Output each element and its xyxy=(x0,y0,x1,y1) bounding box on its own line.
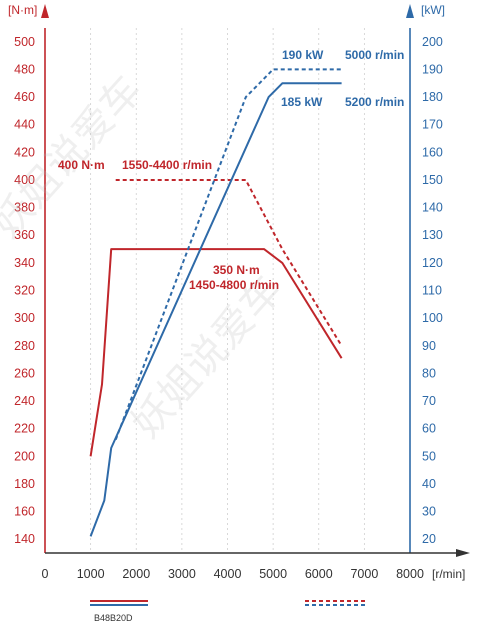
y-right-tick-label: 130 xyxy=(422,228,443,242)
y-left-tick-label: 240 xyxy=(14,394,35,408)
x-tick-label: 4000 xyxy=(214,567,242,581)
y-left-tick-label: 300 xyxy=(14,311,35,325)
y-right-tick-label: 60 xyxy=(422,422,436,436)
annotation-1550-4400: 1550-4400 r/min xyxy=(122,158,212,172)
x-tick-label: 3000 xyxy=(168,567,196,581)
y-right-tick-label: 140 xyxy=(422,201,443,215)
y-right-tick-label: 200 xyxy=(422,35,443,49)
y-right-tick-label: 160 xyxy=(422,145,443,159)
y-right-tick-label: 110 xyxy=(422,284,442,298)
watermark-text: 妖姐说爱车 xyxy=(123,267,291,446)
y-right-tick-label: 90 xyxy=(422,339,436,353)
y-right-tick-label: 40 xyxy=(422,477,436,491)
y-left-tick-label: 220 xyxy=(14,422,35,436)
x-tick-label: 6000 xyxy=(305,567,333,581)
y-right-tick-label: 50 xyxy=(422,449,436,463)
y-left-tick-label: 140 xyxy=(14,532,35,546)
y-left-tick-label: 460 xyxy=(14,90,35,104)
annotation-5200rpm: 5200 r/min xyxy=(345,95,404,109)
annotation-190kw: 190 kW xyxy=(282,48,324,62)
right-axis-unit: [kW] xyxy=(421,3,445,17)
x-axis-arrow xyxy=(456,549,470,557)
y-right-tick-label: 100 xyxy=(422,311,443,325)
y-right-tick-label: 120 xyxy=(422,256,443,270)
watermark: 妖姐说爱车 妖姐说爱车 xyxy=(0,67,291,446)
legend-label-solid: B48B20D xyxy=(94,613,133,623)
series xyxy=(89,68,343,537)
y-right-tick-label: 150 xyxy=(422,173,443,187)
y-left-tick-label: 500 xyxy=(14,35,35,49)
y-right-tick-label: 180 xyxy=(422,90,443,104)
series-line-right-dashed xyxy=(114,68,342,441)
x-tick-label: 0 xyxy=(42,567,49,581)
y-left-tick-label: 280 xyxy=(14,339,35,353)
annotation-1450-4800: 1450-4800 r/min xyxy=(189,278,279,292)
series-line-left-dashed xyxy=(115,179,343,347)
y-right-tick-label: 190 xyxy=(422,62,443,76)
annotation-400nm: 400 N·m xyxy=(58,158,105,172)
y-left-tick-label: 420 xyxy=(14,145,35,159)
y-left-tick-label: 320 xyxy=(14,284,35,298)
y-left-tick-label: 200 xyxy=(14,449,35,463)
annotations: 400 N·m 1550-4400 r/min 350 N·m 1450-480… xyxy=(58,48,404,292)
y-right-tick-label: 20 xyxy=(422,532,436,546)
y-left-tick-label: 400 xyxy=(14,173,35,187)
y-right-tick-label: 170 xyxy=(422,118,443,132)
annotation-185kw: 185 kW xyxy=(281,95,323,109)
y-left-tick-label: 480 xyxy=(14,62,35,76)
y-left-tick-label: 260 xyxy=(14,366,35,380)
x-axis-unit: [r/min] xyxy=(432,567,465,581)
y-left-tick-label: 440 xyxy=(14,118,35,132)
x-tick-label: 1000 xyxy=(77,567,105,581)
left-axis-unit: [N·m] xyxy=(8,3,37,17)
x-tick-label: 2000 xyxy=(122,567,150,581)
y-left-tick-label: 160 xyxy=(14,505,35,519)
axes xyxy=(41,4,470,557)
y-left-tick-label: 380 xyxy=(14,201,35,215)
x-tick-label: 5000 xyxy=(259,567,287,581)
legend: B48B20D xyxy=(90,600,368,623)
y-left-tick-label: 180 xyxy=(14,477,35,491)
x-tick-label: 8000 xyxy=(396,567,424,581)
series-line-right-solid xyxy=(89,82,342,537)
right-axis-arrow xyxy=(406,4,414,18)
tick-labels: 1401601802002202402602803003203403603804… xyxy=(14,35,443,581)
annotation-5000rpm: 5000 r/min xyxy=(345,48,404,62)
y-right-tick-label: 80 xyxy=(422,366,436,380)
y-left-tick-label: 360 xyxy=(14,228,35,242)
annotation-350nm: 350 N·m xyxy=(213,263,260,277)
y-left-tick-label: 340 xyxy=(14,256,35,270)
left-axis-arrow xyxy=(41,4,49,18)
y-right-tick-label: 70 xyxy=(422,394,436,408)
x-tick-label: 7000 xyxy=(350,567,378,581)
y-right-tick-label: 30 xyxy=(422,505,436,519)
